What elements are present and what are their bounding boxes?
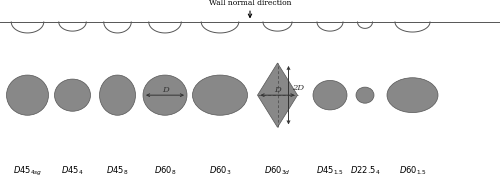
- Ellipse shape: [387, 78, 438, 113]
- Text: D: D: [274, 86, 281, 94]
- Text: $\it{D45}_{1.5}$: $\it{D45}_{1.5}$: [316, 165, 344, 177]
- Text: D: D: [162, 86, 168, 94]
- Text: $\it{D60}_{3}$: $\it{D60}_{3}$: [208, 165, 232, 177]
- Text: $\it{D22.5}_{4}$: $\it{D22.5}_{4}$: [350, 165, 380, 177]
- Ellipse shape: [54, 79, 90, 111]
- Ellipse shape: [192, 75, 248, 115]
- Ellipse shape: [313, 80, 347, 110]
- Text: $\it{D45}_{4sg}$: $\it{D45}_{4sg}$: [13, 165, 42, 178]
- Text: $\it{D45}_{4}$: $\it{D45}_{4}$: [61, 165, 84, 177]
- Polygon shape: [258, 63, 298, 127]
- Text: Wall normal direction: Wall normal direction: [209, 0, 291, 7]
- Ellipse shape: [356, 87, 374, 103]
- Text: $\it{D60}_{1.5}$: $\it{D60}_{1.5}$: [398, 165, 426, 177]
- Ellipse shape: [6, 75, 48, 115]
- Text: $\it{D45}_{8}$: $\it{D45}_{8}$: [106, 165, 129, 177]
- Text: $\it{D60}_{3d}$: $\it{D60}_{3d}$: [264, 165, 291, 177]
- Ellipse shape: [100, 75, 136, 115]
- Ellipse shape: [143, 75, 187, 115]
- Text: $\it{D60}_{8}$: $\it{D60}_{8}$: [154, 165, 176, 177]
- Text: 2D: 2D: [292, 84, 304, 92]
